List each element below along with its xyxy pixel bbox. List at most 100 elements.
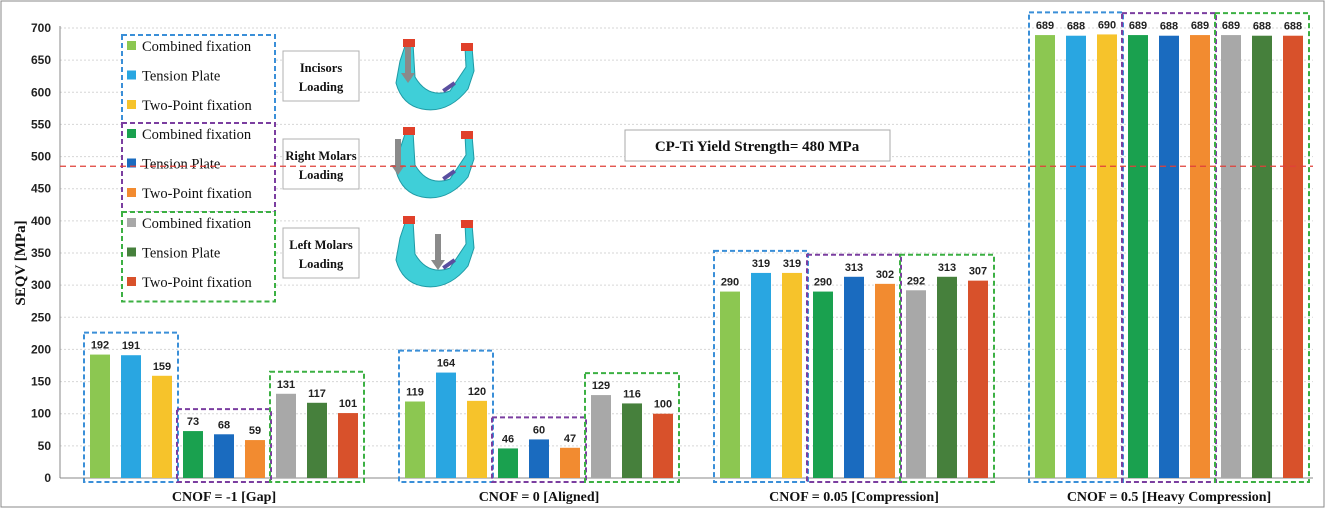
load-arrow-shaft [405, 47, 411, 73]
group-outline-box [491, 416, 587, 483]
bar-value-label: 68 [218, 419, 230, 431]
loading-label-line: Loading [299, 168, 344, 182]
load-arrow-shaft [435, 234, 441, 260]
bars-layer: 192 191 159 73 68 59 131 117 101 119 164 120 46 60 47 1… [83, 11, 1310, 484]
bar [1252, 35, 1272, 478]
condyle-marker-left [403, 216, 415, 224]
bar-value-label: 164 [437, 358, 456, 370]
loading-label-line: Loading [299, 257, 344, 271]
bar-value-label: 47 [564, 433, 576, 445]
mandible-illustration [395, 216, 475, 288]
y-tick-label: 250 [31, 310, 51, 324]
bar-value-label: 60 [533, 424, 545, 436]
bar [121, 355, 141, 478]
bar [1035, 35, 1055, 478]
bar [591, 395, 611, 478]
bar-value-label: 129 [592, 380, 610, 392]
bar-value-label: 688 [1284, 21, 1302, 33]
legend-entry-label: Tension Plate [142, 69, 220, 85]
bar-value-label: 313 [938, 262, 956, 274]
y-tick-label: 100 [31, 407, 51, 421]
legend-entry-label: Two-Point fixation [142, 186, 252, 202]
bar-value-label: 100 [654, 399, 672, 411]
y-tick-label: 200 [31, 342, 51, 356]
bar [1221, 35, 1241, 478]
bar-value-label: 689 [1036, 20, 1054, 32]
bar [751, 272, 771, 478]
bar-value-label: 688 [1253, 21, 1271, 33]
bar [937, 276, 957, 478]
y-tick-label: 0 [44, 471, 51, 485]
legend-entry-label: Combined fixation [142, 39, 252, 55]
load-arrow-shaft [395, 139, 401, 165]
bar [720, 291, 740, 478]
bar [498, 448, 518, 478]
y-tick-label: 700 [31, 21, 51, 35]
y-tick-label: 450 [31, 182, 51, 196]
bar [782, 272, 802, 478]
legend-group-box [121, 34, 276, 126]
group-outline-box [899, 253, 995, 483]
bar-value-label: 313 [845, 262, 863, 274]
legend-swatch [127, 129, 136, 138]
bar [467, 400, 487, 478]
loading-label-box [282, 50, 360, 102]
condyle-marker-left [403, 39, 415, 47]
loading-label-box [282, 227, 360, 279]
bar-value-label: 688 [1160, 21, 1178, 33]
legend-swatch [127, 70, 136, 80]
bar-value-label: 292 [907, 275, 925, 287]
legend-swatch [127, 218, 136, 227]
bar-value-label: 192 [91, 340, 109, 352]
bar-value-label: 307 [969, 266, 987, 278]
legend-swatch [127, 158, 136, 168]
legend-group-box [121, 211, 276, 303]
mandible-shape [395, 130, 475, 199]
group-outline-box [398, 349, 494, 484]
bar [1066, 35, 1086, 478]
mandible-illustration [395, 39, 475, 111]
reference-layer: CP-Ti Yield Strength= 480 MPa [60, 129, 1313, 167]
y-tick-label: 650 [31, 53, 51, 67]
load-arrow-head [401, 73, 415, 83]
bar [1159, 35, 1179, 478]
bar-value-label: 131 [277, 379, 295, 391]
bar [560, 447, 580, 478]
bar-value-label: 689 [1129, 20, 1147, 32]
yield-strength-label: CP-Ti Yield Strength= 480 MPa [655, 139, 860, 155]
legend-entry-label: Two-Point fixation [142, 98, 252, 114]
bar [844, 276, 864, 478]
bar [1097, 34, 1117, 479]
bar [529, 439, 549, 478]
loading-label-line: Loading [299, 80, 344, 94]
bar [276, 393, 296, 478]
bar-value-label: 191 [122, 340, 140, 352]
bar-value-label: 290 [814, 277, 832, 289]
bar-value-label: 117 [308, 388, 326, 400]
group-outline-box [806, 253, 902, 483]
bar-value-label: 59 [249, 425, 261, 437]
condyle-marker-right [461, 220, 473, 228]
fixation-plate [442, 258, 456, 270]
bar-value-label: 302 [876, 269, 894, 281]
bar [1128, 35, 1148, 478]
load-arrow-head [391, 165, 405, 175]
bar [405, 401, 425, 478]
bar-value-label: 119 [406, 387, 424, 399]
y-tick-label: 150 [31, 375, 51, 389]
legend-swatch [127, 247, 136, 257]
bar-value-label: 120 [468, 386, 486, 398]
bar [813, 291, 833, 478]
group-outline-box [176, 408, 272, 484]
legend-swatch [127, 277, 136, 286]
fixation-plate [442, 81, 456, 93]
bar-value-label: 319 [783, 258, 801, 270]
bar [90, 354, 110, 478]
bar [307, 402, 327, 478]
bar [1283, 35, 1303, 478]
y-tick-label: 600 [31, 85, 51, 99]
y-tick-label: 550 [31, 117, 51, 131]
loading-label-box [282, 138, 360, 190]
